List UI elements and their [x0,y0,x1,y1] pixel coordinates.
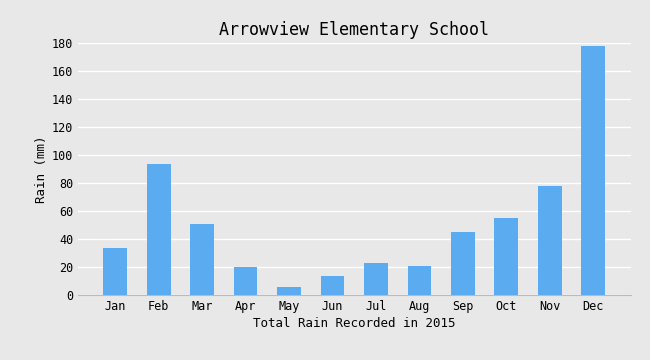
X-axis label: Total Rain Recorded in 2015: Total Rain Recorded in 2015 [253,317,456,330]
Bar [408,266,432,295]
Bar [233,267,257,295]
Bar [103,248,127,295]
Bar [277,287,301,295]
Bar [538,186,562,295]
Bar [451,232,475,295]
Bar [364,263,388,295]
Bar [495,218,519,295]
Bar [190,224,214,295]
Title: Arrowview Elementary School: Arrowview Elementary School [219,21,489,39]
Bar [582,46,605,295]
Y-axis label: Rain (mm): Rain (mm) [34,135,47,203]
Bar [147,163,170,295]
Bar [320,276,344,295]
